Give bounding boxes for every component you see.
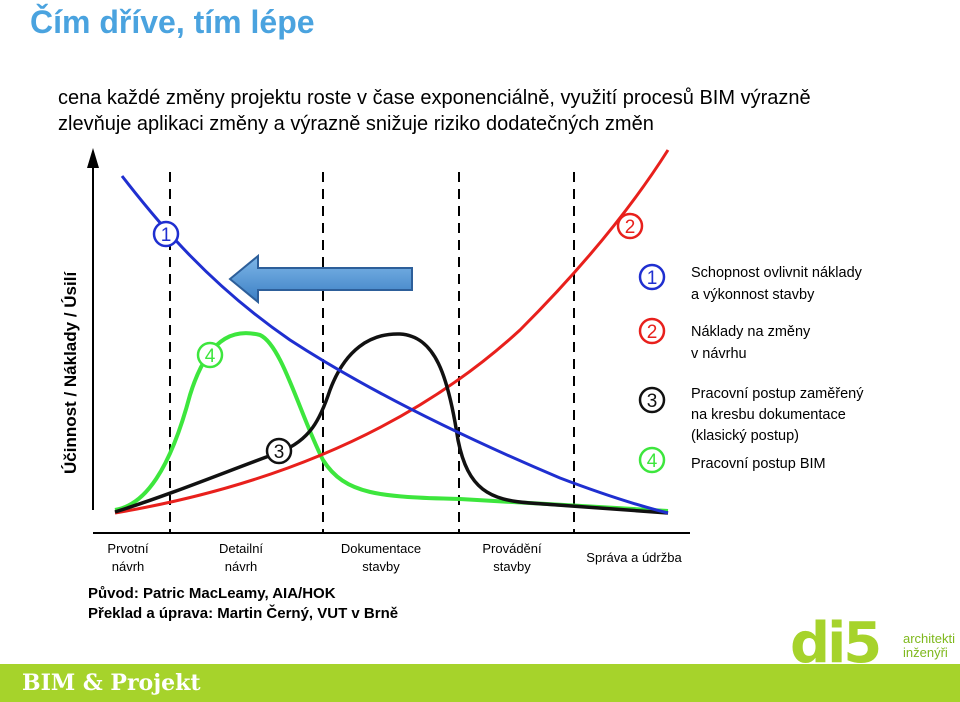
legend-item-3: 3 Pracovní postup zaměřený na kresbu dok…	[638, 386, 864, 444]
legend-number: 2	[647, 322, 658, 343]
legend-text: Náklady na změny	[691, 324, 811, 340]
subtitle-line-2: zlevňuje aplikaci změny a výrazně snižuj…	[58, 113, 654, 135]
y-axis-label: Účinnost / Náklady / Úsilí	[61, 271, 80, 474]
curve-1-ability-to-impact	[120, 175, 669, 515]
logo-text: di5	[790, 618, 879, 664]
phase-label-initial-design-2: návrh	[112, 559, 145, 574]
curve-marker-3: 3	[265, 437, 293, 465]
legend-text: (klasický postup)	[691, 428, 799, 444]
footer-text: BIM & Projekt	[22, 670, 201, 696]
curve-3-traditional-workflow	[114, 332, 669, 515]
legend-number: 1	[647, 268, 658, 289]
phase-label-documentation: Dokumentace	[341, 541, 421, 556]
legend-item-2: 2 Náklady na změny v návrhu	[638, 317, 811, 362]
phase-label-maintenance: Správa a údržba	[586, 550, 682, 565]
phase-label-detailed-design: Detailní	[219, 541, 263, 556]
credit-translation: Překlad a úprava: Martin Černý, VUT v Br…	[88, 604, 398, 622]
legend-text: Pracovní postup zaměřený	[691, 386, 864, 402]
legend-number: 4	[647, 451, 658, 472]
legend-text: Pracovní postup BIM	[691, 456, 826, 472]
phase-label-documentation-2: stavby	[362, 559, 400, 574]
phase-label-construction: Provádění	[482, 541, 542, 556]
slide-title: Čím dříve, tím lépe	[30, 4, 315, 40]
phase-label-detailed-design-2: návrh	[225, 559, 258, 574]
curve-2-cost-of-change	[114, 149, 670, 515]
logo-tagline-line2: inženýři	[903, 645, 948, 660]
macleamy-curve-diagram: Účinnost / Náklady / Úsilí 1 2 3 4 Prvot…	[61, 148, 864, 622]
curve-marker-1: 1	[152, 220, 180, 248]
legend-text: v návrhu	[691, 346, 747, 362]
y-axis-arrowhead	[87, 148, 99, 168]
logo-tagline-line1: architekti	[903, 631, 956, 646]
logo-tagline: architekti inženýři	[903, 632, 955, 660]
phase-separators	[169, 172, 575, 533]
footer-bar: BIM & Projekt	[0, 664, 960, 702]
legend-text: na kresbu dokumentace	[691, 407, 846, 423]
curve-marker-label: 3	[274, 442, 285, 463]
curve-marker-label: 2	[625, 217, 636, 238]
curve-marker-label: 1	[161, 225, 172, 246]
legend-text: Schopnost ovlivnit náklady	[691, 265, 863, 281]
phase-label-construction-2: stavby	[493, 559, 531, 574]
curve-marker-2: 2	[616, 212, 644, 240]
credit-origin: Původ: Patric MacLeamy, AIA/HOK	[88, 585, 336, 602]
di5-logo: di5	[790, 618, 882, 664]
curve-marker-4: 4	[196, 341, 224, 369]
subtitle-line-1: cena každé změny projektu roste v čase e…	[58, 87, 811, 109]
legend-number: 3	[647, 391, 658, 412]
curve-marker-label: 4	[205, 346, 216, 367]
legend: 1 Schopnost ovlivnit náklady a výkonnost…	[638, 263, 864, 474]
shift-left-arrow	[228, 253, 413, 305]
legend-item-4: 4 Pracovní postup BIM	[638, 446, 826, 474]
legend-text: a výkonnost stavby	[691, 287, 815, 303]
legend-item-1: 1 Schopnost ovlivnit náklady a výkonnost…	[638, 263, 863, 303]
phase-label-initial-design: Prvotní	[107, 541, 149, 556]
